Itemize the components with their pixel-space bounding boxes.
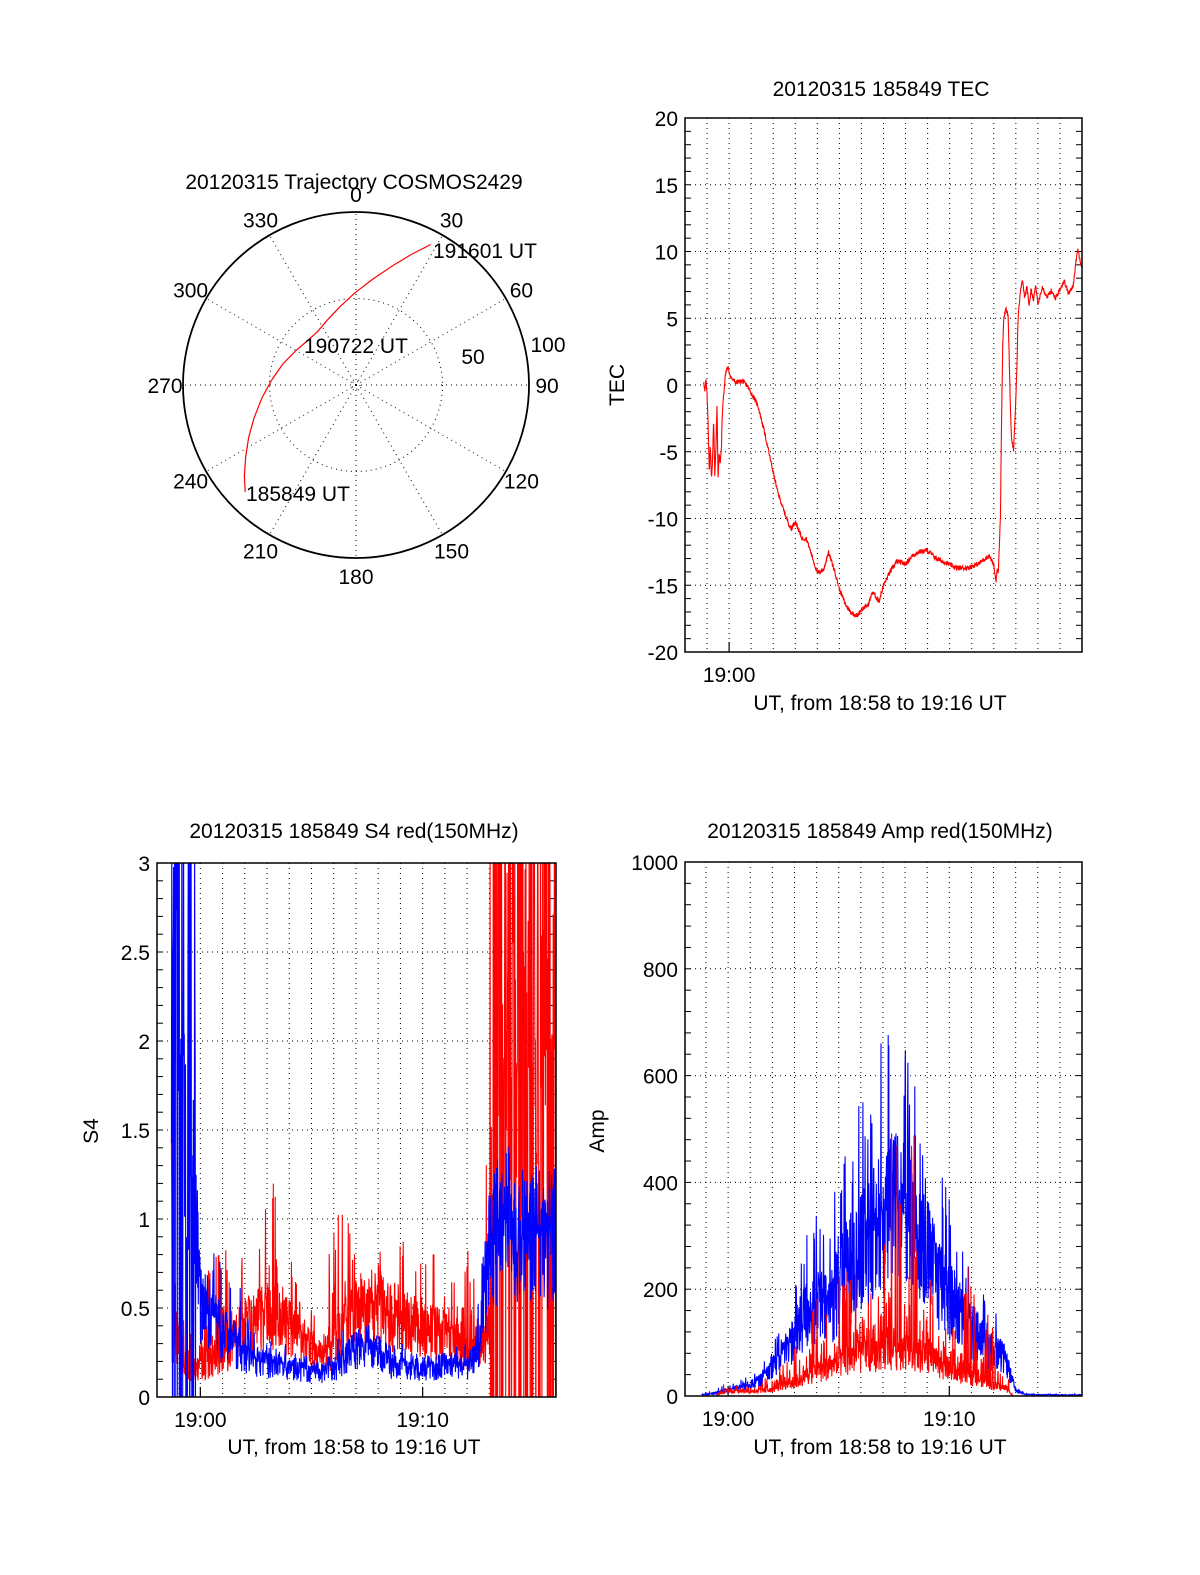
s4-x-axis-label: UT, from 18:58 to 19:16 UT: [227, 1436, 480, 1459]
amp-series: [701, 1034, 1082, 1396]
amp-title: 20120315 185849 Amp red(150MHz): [707, 820, 1053, 843]
polar-azimuth-label: 300: [173, 280, 208, 303]
polar-azimuth-label: 150: [434, 540, 469, 563]
tec-grid: [684, 117, 1082, 653]
y-tick-label: 0: [666, 375, 678, 398]
amp-red-line: [716, 1134, 1014, 1396]
tec-title: 20120315 185849 TEC: [773, 78, 990, 101]
x-tick-label: 19:10: [396, 1409, 449, 1432]
trajectory-polar-plot: 20120315 Trajectory COSMOS2429 0 30 60 90 12…: [147, 171, 565, 589]
s4-series: [170, 863, 556, 1397]
polar-azimuth-label: 240: [173, 471, 208, 494]
y-tick-label: 0: [666, 1386, 678, 1409]
tec-y-axis-label: TEC: [606, 364, 629, 406]
trajectory-line: [243, 243, 431, 493]
y-tick-label: 800: [643, 959, 678, 982]
y-tick-label: 2.5: [121, 942, 150, 965]
polar-azimuth-label: 210: [243, 540, 278, 563]
annotation-mid-time: 190722 UT: [304, 335, 408, 358]
amp-y-axis-label: Amp: [586, 1109, 609, 1152]
amp-plot: 20120315 185849 Amp red(150MHz) 0 200 400 6…: [586, 820, 1083, 1459]
amp-x-axis-label: UT, from 18:58 to 19:16 UT: [753, 1436, 1006, 1459]
x-tick-label: 19:00: [174, 1409, 227, 1432]
y-tick-label: -10: [648, 509, 678, 532]
y-tick-label: 400: [643, 1172, 678, 1195]
y-tick-label: -5: [659, 442, 678, 465]
y-tick-label: 0: [138, 1387, 150, 1410]
polar-azimuth-labels: 0 30 60 90 120 150 180 210 240 270 300 330: [147, 184, 558, 589]
annotation-end-time: 191601 UT: [433, 240, 537, 263]
s4-blue-line: [170, 863, 556, 1397]
polar-azimuth-label: 30: [440, 210, 463, 233]
y-tick-label: 20: [655, 108, 678, 131]
polar-grid: [182, 211, 530, 559]
polar-inner-circle: [269, 298, 443, 472]
s4-red-line: [170, 863, 556, 1397]
s4-y-axis-label: S4: [80, 1118, 103, 1144]
y-tick-label: 200: [643, 1279, 678, 1302]
s4-x-tick-labels: 19:00 19:10: [174, 1409, 449, 1432]
x-tick-label: 19:10: [923, 1408, 976, 1431]
polar-azimuth-label: 270: [147, 375, 182, 398]
s4-y-tick-labels: 0 0.5 1 1.5 2 2.5 3: [121, 853, 150, 1410]
x-tick-label: 19:00: [703, 664, 756, 687]
y-tick-label: 1.5: [121, 1120, 150, 1143]
polar-azimuth-label: 330: [243, 210, 278, 233]
tec-plot: 20120315 185849 TEC -20-15-10-505101520 …: [606, 78, 1083, 715]
tec-series: [703, 248, 1083, 618]
amp-y-tick-labels: 0 200 400 600 800 1000: [631, 852, 678, 1409]
amp-axes-frame: [684, 861, 1083, 1397]
polar-azimuth-label: 90: [535, 375, 558, 398]
tec-line: [703, 248, 1083, 618]
polar-spoke: [355, 234, 443, 386]
tec-axes-frame: [684, 117, 1083, 653]
x-tick-label: 19:00: [702, 1408, 755, 1431]
y-tick-label: 10: [655, 242, 678, 265]
s4-axes-frame: [156, 862, 557, 1398]
tec-y-tick-labels: -20 -15 -10 -5 0 5 10 15 20: [648, 108, 678, 665]
polar-outer-circle: [182, 211, 530, 559]
polar-radial-label-100: 100: [530, 334, 565, 357]
y-tick-label: -20: [648, 642, 678, 665]
s4-title: 20120315 185849 S4 red(150MHz): [189, 820, 518, 843]
y-tick-label: 2: [138, 1031, 150, 1054]
tec-x-axis-label: UT, from 18:58 to 19:16 UT: [753, 692, 1006, 715]
y-tick-label: -15: [648, 575, 678, 598]
polar-center-mark: [351, 380, 361, 390]
y-tick-label: 0.5: [121, 1298, 150, 1321]
y-tick-label: 3: [138, 853, 150, 876]
y-tick-label: 15: [655, 175, 678, 198]
polar-title: 20120315 Trajectory COSMOS2429: [185, 171, 522, 194]
annotation-start-time: 185849 UT: [246, 483, 350, 506]
polar-spoke: [205, 384, 357, 472]
y-tick-label: 5: [666, 308, 678, 331]
tec-x-tick-labels: 19:00: [703, 664, 756, 687]
y-tick-label: 1: [138, 1209, 150, 1232]
polar-azimuth-label: 120: [504, 471, 539, 494]
s4-plot: 20120315 185849 S4 red(150MHz) 0 0.5 1 1.5 2…: [80, 820, 557, 1459]
polar-radial-label-50: 50: [461, 346, 484, 369]
polar-azimuth-label: 180: [338, 566, 373, 589]
polar-azimuth-label: 60: [510, 280, 533, 303]
y-tick-label: 600: [643, 1066, 678, 1089]
polar-azimuth-label: 0: [350, 184, 362, 207]
amp-x-tick-labels: 19:00 19:10: [702, 1408, 976, 1431]
y-tick-label: 1000: [631, 852, 678, 875]
polar-spoke: [269, 234, 357, 386]
